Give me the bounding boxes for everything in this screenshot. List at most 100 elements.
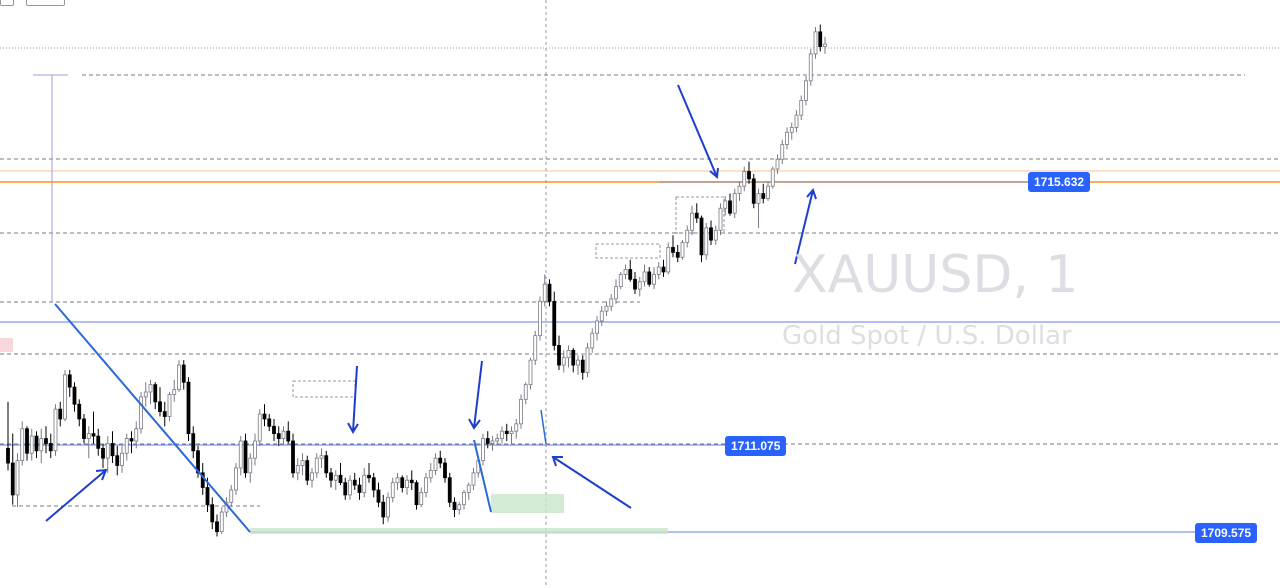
candle-down[interactable] — [96, 435, 101, 449]
candle-up[interactable] — [172, 389, 177, 395]
candle-up[interactable] — [690, 212, 694, 231]
price-label-upper[interactable]: 1715.632 — [1028, 172, 1091, 192]
candle-down[interactable] — [661, 266, 666, 273]
candle-down[interactable] — [409, 479, 414, 484]
candle-up[interactable] — [723, 200, 728, 209]
candle-down[interactable] — [443, 462, 447, 479]
candle-down[interactable] — [694, 212, 699, 219]
candle-up[interactable] — [229, 489, 234, 503]
candle-up[interactable] — [780, 144, 785, 160]
candle-down[interactable] — [709, 227, 713, 241]
candle-down[interactable] — [324, 455, 329, 474]
candle-up[interactable] — [333, 474, 338, 481]
candle-down[interactable] — [580, 359, 585, 373]
candle-up[interactable] — [637, 281, 642, 290]
candle-up[interactable] — [105, 443, 110, 459]
candle-down[interactable] — [504, 430, 509, 435]
candle-down[interactable] — [400, 477, 405, 488]
trend-line[interactable] — [540, 409, 547, 445]
candle-up[interactable] — [120, 452, 124, 466]
candle-down[interactable] — [272, 425, 276, 435]
candle-up[interactable] — [808, 53, 813, 82]
candle-up[interactable] — [680, 242, 685, 258]
candle-up[interactable] — [595, 320, 599, 334]
candle-up[interactable] — [604, 305, 609, 312]
price-label-lower[interactable]: 1709.575 — [1195, 523, 1258, 543]
candle-up[interactable] — [785, 131, 789, 145]
candle-down[interactable] — [115, 455, 120, 466]
candle-down[interactable] — [72, 386, 77, 405]
candle-down[interactable] — [352, 479, 357, 486]
candle-up[interactable] — [542, 283, 547, 302]
candle-up[interactable] — [789, 127, 794, 133]
candle-down[interactable] — [262, 413, 267, 420]
candle-up[interactable] — [813, 31, 818, 55]
candle-down[interactable] — [747, 171, 751, 180]
candle-up[interactable] — [656, 266, 661, 275]
candle-down[interactable] — [751, 178, 756, 204]
candle-up[interactable] — [457, 504, 462, 511]
candle-down[interactable] — [552, 300, 557, 346]
arrow-up-right[interactable] — [45, 468, 108, 522]
candle-up[interactable] — [652, 273, 656, 285]
candle-up[interactable] — [428, 469, 433, 479]
candle-up[interactable] — [314, 457, 319, 474]
candle-up[interactable] — [490, 440, 495, 444]
candle-down[interactable] — [414, 482, 419, 506]
candle-down[interactable] — [162, 411, 167, 417]
candle-up[interactable] — [419, 492, 424, 506]
arrow-up-left[interactable] — [551, 456, 632, 509]
candle-up[interactable] — [386, 496, 390, 518]
candle-up[interactable] — [253, 440, 257, 459]
candle-up[interactable] — [143, 391, 148, 398]
candle-down[interactable] — [58, 408, 63, 420]
candle-up[interactable] — [466, 484, 471, 493]
candle-up[interactable] — [39, 438, 44, 452]
support-zone[interactable] — [250, 528, 668, 534]
candle-down[interactable] — [181, 364, 186, 383]
candle-down[interactable] — [376, 489, 381, 503]
candle-down[interactable] — [438, 457, 443, 464]
candle-up[interactable] — [295, 465, 300, 474]
candle-up[interactable] — [704, 227, 709, 256]
candle-up[interactable] — [766, 185, 770, 199]
candle-down[interactable] — [485, 438, 490, 444]
candle-up[interactable] — [618, 273, 623, 288]
candle-down[interactable] — [818, 31, 823, 47]
candles-group[interactable] — [6, 24, 827, 537]
candle-down[interactable] — [291, 440, 295, 474]
candle-down[interactable] — [48, 443, 53, 452]
candle-down[interactable] — [357, 484, 362, 493]
candle-up[interactable] — [623, 269, 628, 275]
candle-down[interactable] — [367, 474, 371, 479]
candle-up[interactable] — [770, 168, 775, 187]
candle-down[interactable] — [728, 200, 732, 214]
candle-down[interactable] — [761, 193, 766, 199]
candle-up[interactable] — [495, 438, 500, 442]
candle-down[interactable] — [215, 521, 219, 533]
candle-down[interactable] — [34, 435, 39, 452]
candle-up[interactable] — [20, 428, 25, 462]
candle-up[interactable] — [590, 332, 595, 349]
candle-up[interactable] — [794, 114, 799, 128]
candle-up[interactable] — [737, 185, 742, 194]
candle-up[interactable] — [29, 435, 34, 454]
candle-up[interactable] — [561, 357, 566, 366]
candle-up[interactable] — [63, 374, 67, 420]
price-label-middle[interactable]: 1711.075 — [725, 436, 787, 456]
candle-down[interactable] — [186, 381, 191, 435]
candle-up[interactable] — [519, 398, 523, 425]
candle-up[interactable] — [300, 460, 305, 466]
candle-down[interactable] — [153, 384, 158, 403]
candle-up[interactable] — [53, 408, 58, 452]
candle-down[interactable] — [305, 460, 310, 481]
candle-down[interactable] — [196, 450, 200, 474]
candle-up[interactable] — [248, 457, 253, 474]
candle-up[interactable] — [509, 430, 514, 435]
annotation-arrows[interactable] — [45, 84, 817, 522]
range-box[interactable] — [292, 380, 356, 398]
candle-up[interactable] — [566, 349, 571, 359]
candle-down[interactable] — [675, 251, 680, 258]
trend-line[interactable] — [473, 439, 492, 513]
